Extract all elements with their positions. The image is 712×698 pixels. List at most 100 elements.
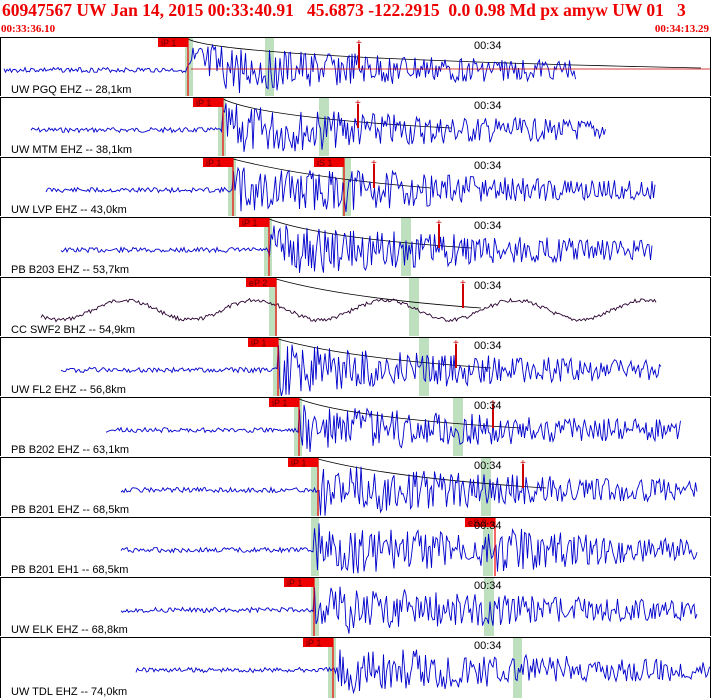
phase-pick-marker[interactable]: iP 1 <box>158 38 189 96</box>
pick-label: iP 1 <box>206 158 221 168</box>
minute-time-label: 00:34 <box>474 160 502 172</box>
waveform-trace <box>60 225 653 273</box>
pick-tag[interactable] <box>248 338 278 347</box>
seismogram-panel[interactable]: eS 2 00:34 PB B201 EH1 -- 68,5km <box>0 517 711 576</box>
pick-label: iP 1 <box>242 218 257 228</box>
station-channel-label: UW ELK EHZ -- 68,8km <box>11 624 128 636</box>
seismogram-panel[interactable]: + iP 1 00:34 PB B202 EHZ -- 63,1km <box>0 397 711 456</box>
pick-label: eP 2 <box>249 278 267 288</box>
minute-time-label: 00:34 <box>474 100 502 112</box>
phase-pick-marker[interactable]: iP 1 <box>248 338 279 396</box>
pick-label: iP 1 <box>251 338 266 348</box>
waveform-plot: + iP 1 <box>105 398 681 456</box>
seismogram-panel[interactable]: + iP 1 00:34 UW MTM EHZ -- 38,1km <box>0 97 711 156</box>
phase-pick-marker[interactable]: iP 1 <box>284 578 315 636</box>
phase-pick-marker[interactable]: iP 1 <box>193 98 224 156</box>
amplitude-plus-marker: + <box>490 398 496 409</box>
phase-window-band <box>409 278 419 336</box>
coda-decay-curve <box>277 338 492 369</box>
phase-window-band <box>265 38 274 96</box>
phase-pick-marker[interactable]: eS 2 <box>465 518 496 576</box>
seismogram-panel[interactable]: iP 1 00:34 UW TDL EHZ -- 74,0km <box>0 637 711 698</box>
station-channel-label: UW MTM EHZ -- 38,1km <box>11 144 132 156</box>
pick-label: iP 1 <box>287 578 302 588</box>
seismogram-panel[interactable]: + eP 2 00:34 CC SWF2 BHZ -- 54,9km <box>0 277 711 336</box>
pick-tag[interactable] <box>158 38 188 47</box>
pick-label: iP 1 <box>291 458 306 468</box>
pick-tag[interactable] <box>284 578 314 587</box>
waveform-trace <box>120 523 698 574</box>
minute-time-label: 00:34 <box>474 220 502 232</box>
phase-window-band <box>269 278 277 336</box>
minute-time-label: 00:34 <box>474 280 502 292</box>
pick-label: iP 1 <box>161 38 176 48</box>
station-channel-label: UW PGQ EHZ -- 28,1km <box>11 84 132 96</box>
minute-time-label: 00:34 <box>474 340 502 352</box>
amplitude-plus-marker: + <box>436 218 442 229</box>
phase-window-band <box>481 458 491 516</box>
pick-tag[interactable] <box>303 638 333 647</box>
seismogram-panel[interactable]: + iP 1 00:34 PB B201 EHZ -- 68,5km <box>0 457 711 516</box>
seismogram-panel[interactable]: + iP 1 00:34 UW FL2 EHZ -- 56,8km <box>0 337 711 396</box>
phase-window-band <box>185 38 193 96</box>
pick-label: iP 1 <box>272 398 287 408</box>
phase-window-band <box>484 578 494 636</box>
waveform-plot: + iP 1 iS 1 <box>45 158 656 216</box>
station-channel-label: UW TDL EHZ -- 74,0km <box>11 686 128 698</box>
station-channel-label: PB B203 EHZ -- 53,7km <box>11 264 129 276</box>
station-channel-label: CC SWF2 BHZ -- 54,9km <box>11 324 136 336</box>
waveform-plot: + iP 1 <box>60 218 653 276</box>
waveform-trace <box>30 103 606 152</box>
window-start-time: 00:33:36.10 <box>1 23 56 35</box>
phase-pick-marker[interactable]: iP 1 <box>303 638 334 698</box>
amplitude-plus-marker: + <box>520 458 526 469</box>
waveform-plot: iP 1 <box>120 578 698 636</box>
waveform-trace <box>45 166 656 212</box>
phase-pick-marker[interactable]: iS 1 <box>314 158 345 216</box>
waveform-plot: iP 1 <box>135 638 710 698</box>
seismogram-panel[interactable]: + iP 1 iS 1 00:34 UW LVP EHZ -- 43,0km <box>0 157 711 216</box>
station-channel-label: PB B202 EHZ -- 63,1km <box>11 444 129 456</box>
waveform-plot: + iP 1 <box>120 458 698 516</box>
pick-label: iS 1 <box>317 158 333 168</box>
phase-pick-marker[interactable]: iP 1 <box>203 158 234 216</box>
waveform-plot: + iP 1 <box>3 38 710 96</box>
amplitude-plus-marker: + <box>355 98 361 109</box>
phase-pick-marker[interactable]: eP 2 <box>246 278 277 336</box>
station-channel-label: PB B201 EH1 -- 68,5km <box>11 564 129 576</box>
waveform-plot: eS 2 <box>120 518 698 576</box>
pick-tag[interactable] <box>269 398 299 407</box>
phase-window-band <box>342 158 351 216</box>
seismogram-panel[interactable]: iP 1 00:34 UW ELK EHZ -- 68,8km <box>0 577 711 636</box>
amplitude-plus-marker: + <box>460 278 466 289</box>
window-end-time: 00:34:13.29 <box>654 23 709 35</box>
seismogram-panels: + iP 1 00:34 UW PGQ EHZ -- 28,1km + iP 1 00:34… <box>0 37 712 698</box>
phase-window-band <box>453 398 463 456</box>
minute-time-label: 00:34 <box>474 520 502 532</box>
coda-decay-curve <box>222 98 452 129</box>
coda-decay-curve <box>298 398 522 429</box>
amplitude-plus-marker: + <box>356 38 362 49</box>
phase-window-band <box>264 218 272 276</box>
amplitude-plus-marker: + <box>453 338 459 349</box>
waveform-trace <box>135 649 710 695</box>
seismogram-panel[interactable]: + iP 1 00:34 UW PGQ EHZ -- 28,1km <box>0 37 711 96</box>
pick-tag[interactable] <box>239 218 269 227</box>
pick-tag[interactable] <box>193 98 223 107</box>
minute-time-label: 00:34 <box>474 400 502 412</box>
phase-pick-marker[interactable]: iP 1 <box>239 218 270 276</box>
phase-pick-marker[interactable]: iP 1 <box>288 458 319 516</box>
station-channel-label: UW LVP EHZ -- 43,0km <box>11 204 127 216</box>
coda-decay-curve <box>317 458 547 489</box>
pick-label: iP 1 <box>196 98 211 108</box>
pick-tag[interactable] <box>246 278 276 287</box>
pick-tag[interactable] <box>203 158 233 167</box>
pick-tag[interactable] <box>465 518 495 527</box>
event-summary-title: 60947567 UW Jan 14, 2015 00:33:40.91 45.… <box>2 0 686 20</box>
pick-tag[interactable] <box>314 158 344 167</box>
pick-tag[interactable] <box>288 458 318 467</box>
phase-pick-marker[interactable]: iP 1 <box>269 398 300 456</box>
pick-label: iP 1 <box>306 638 321 648</box>
seismogram-panel[interactable]: + iP 1 00:34 PB B203 EHZ -- 53,7km <box>0 217 711 276</box>
phase-window-band <box>419 338 429 396</box>
